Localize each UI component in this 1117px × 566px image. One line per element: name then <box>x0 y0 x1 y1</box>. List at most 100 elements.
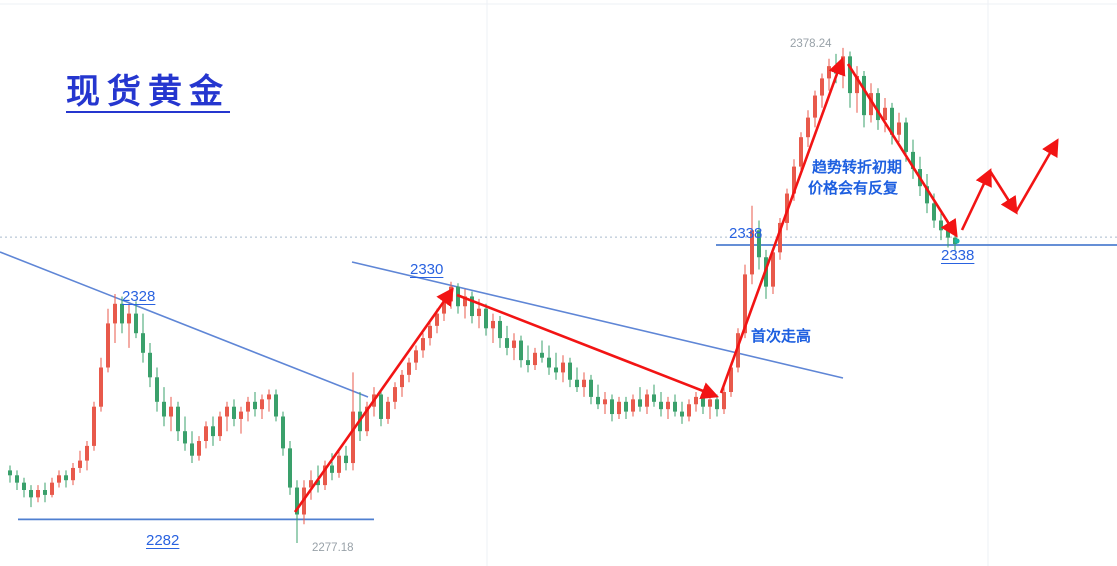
candle-body <box>295 487 299 515</box>
candle-body <box>512 340 516 348</box>
candle-body <box>848 56 852 94</box>
candle-body <box>869 93 873 116</box>
price-label-2282: 2282 <box>146 532 180 549</box>
candle-body <box>274 394 278 417</box>
candle-body <box>246 401 250 412</box>
candle-body <box>106 323 110 368</box>
candle-body <box>799 137 803 167</box>
candle-body <box>267 394 271 400</box>
trend-arrow <box>1014 138 1059 213</box>
candle-body <box>43 490 47 495</box>
candle-body <box>463 296 467 307</box>
candle-body <box>225 406 229 417</box>
candle-body <box>715 399 719 410</box>
candle-body <box>645 394 649 407</box>
candle-body <box>316 480 320 486</box>
candle-body <box>883 107 887 121</box>
candle-body <box>673 401 677 412</box>
candle-body <box>330 465 334 473</box>
candle-body <box>8 470 12 476</box>
trend-arrow <box>960 168 992 231</box>
candle-body <box>505 338 509 348</box>
candle-body <box>666 401 670 410</box>
candle-body <box>470 296 474 317</box>
candle-body <box>932 203 936 221</box>
candle-body <box>365 406 369 432</box>
candle-body <box>897 122 901 135</box>
candle-body <box>176 406 180 432</box>
candle-body <box>239 411 243 419</box>
candle-body <box>876 93 880 121</box>
candle-body <box>386 401 390 419</box>
candle-body <box>519 340 523 361</box>
candle-body <box>29 490 33 498</box>
chart-title: 现货黄金 <box>66 74 230 111</box>
trend-arrow <box>719 57 846 394</box>
candle-body <box>568 362 572 380</box>
candle-body <box>596 396 600 405</box>
candle-body <box>540 352 544 358</box>
candle-body <box>232 406 236 419</box>
candle-body <box>729 367 733 392</box>
candle-body <box>792 166 796 194</box>
descending-trendline-mid <box>351 261 844 379</box>
candle-body <box>589 379 593 397</box>
candle-body <box>757 230 761 258</box>
candle-body <box>652 394 656 402</box>
candle-body <box>260 399 264 410</box>
candle-body <box>414 350 418 363</box>
candle-body <box>435 313 439 326</box>
price-label-2330: 2330 <box>410 261 444 278</box>
candle-body <box>309 480 313 488</box>
candle-body <box>36 490 40 498</box>
candle-body <box>351 411 355 464</box>
candle-body <box>92 406 96 446</box>
candle-body <box>624 401 628 412</box>
candle-body <box>841 56 845 74</box>
annotation-trend-reversal-line1: 趋势转折初期 <box>812 159 903 176</box>
candle-body <box>820 78 824 96</box>
low-price-label: 2277.18 <box>312 542 354 554</box>
candle-body <box>610 399 614 415</box>
candle-body <box>603 399 607 405</box>
trend-arrow <box>988 170 1018 215</box>
candle-body <box>680 411 684 417</box>
candle-body <box>162 401 166 417</box>
candle-body <box>78 460 82 468</box>
candle-body <box>211 426 215 437</box>
annotation-trend-reversal-line2: 价格会有反复 <box>808 180 899 197</box>
candle-body <box>57 475 61 483</box>
candle-body <box>533 352 537 366</box>
trend-arrow <box>293 287 454 513</box>
candle-body <box>547 357 551 368</box>
candle-body <box>134 313 138 334</box>
annotation-first-high: 首次走高 <box>751 328 812 345</box>
candle-body <box>169 406 173 417</box>
candle-body <box>855 75 859 94</box>
candle-body <box>190 443 194 456</box>
candle-body <box>99 367 103 407</box>
candle-body <box>155 377 159 402</box>
candle-body <box>85 445 89 461</box>
candle-body <box>22 482 26 490</box>
candle-body <box>701 396 705 407</box>
candle-body <box>218 416 222 437</box>
candle-body <box>15 475 19 483</box>
candle-body <box>694 396 698 405</box>
trend-arrow <box>846 63 958 238</box>
candle-body <box>498 320 502 339</box>
price-label-2328: 2328 <box>122 288 156 305</box>
candle-body <box>813 95 817 118</box>
candle-body <box>344 455 348 464</box>
candle-body <box>554 367 558 373</box>
candle-body <box>120 303 124 324</box>
candle-body <box>939 220 943 231</box>
candle-body <box>638 399 642 407</box>
candle-body <box>890 107 894 135</box>
candle-body <box>771 252 775 287</box>
candle-body <box>253 401 257 410</box>
candle-body <box>183 431 187 444</box>
current-price-marker <box>954 238 960 244</box>
